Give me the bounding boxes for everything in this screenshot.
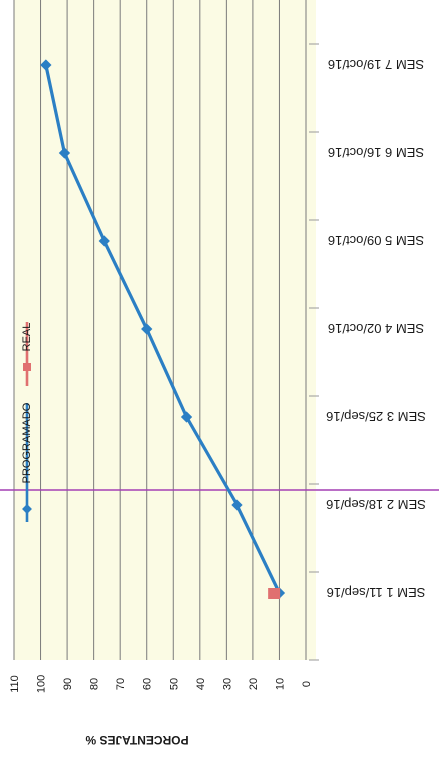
data-point-programado: [231, 499, 243, 511]
legend-label-real: REAL: [21, 323, 33, 352]
value-gridlines: [13, 0, 307, 660]
category-label: SEM 7 19/oct/16: [328, 57, 424, 72]
category-label: SEM 6 16/oct/16: [328, 145, 424, 160]
data-point-real: [268, 588, 281, 599]
value-tick-label: 40: [195, 678, 207, 690]
value-tick-label: 50: [168, 678, 180, 690]
category-labels: SEM 1 11/sep/16 SEM 2 18/sep/16 SEM 3 25/s…: [326, 57, 426, 600]
category-label: SEM 3 25/sep/16: [326, 409, 426, 424]
data-point-programado: [180, 411, 193, 423]
value-tick-label: 70: [115, 678, 127, 690]
value-tick-label: 100: [36, 675, 48, 693]
category-label: SEM 4 02/oct/16: [328, 321, 424, 336]
category-label: SEM 2 18/sep/16: [326, 497, 426, 512]
legend-label-programado: PROGRAMADO: [21, 402, 33, 483]
data-point-programado: [40, 59, 52, 71]
value-tick-label: 30: [221, 678, 233, 690]
value-tick-label: 60: [142, 678, 154, 690]
category-label: SEM 5 09/oct/16: [328, 233, 424, 248]
value-axis-ticks: 0 10 20 30 40 50 60 70 80 90 100 110: [9, 675, 313, 693]
y-axis-title: PORCENTAJES %: [85, 733, 188, 747]
data-point-programado: [141, 323, 153, 335]
value-tick-label: 0: [301, 681, 313, 687]
legend-item-programado: PROGRAMADO: [21, 402, 33, 522]
plot-background: [14, 0, 316, 660]
legend-marker-real: [23, 363, 31, 371]
series-markers-real: [268, 588, 281, 599]
category-label: SEM 1 11/sep/16: [327, 585, 426, 600]
legend: PROGRAMADO REAL: [21, 322, 33, 522]
legend-item-real: REAL: [21, 322, 33, 386]
value-tick-label: 110: [9, 675, 21, 693]
value-tick-label: 20: [248, 678, 260, 690]
value-tick-label: 80: [89, 678, 101, 690]
value-tick-label: 10: [274, 678, 286, 690]
category-gridlines: [309, 43, 319, 661]
value-tick-label: 90: [62, 678, 74, 690]
series-programado: [40, 59, 286, 599]
